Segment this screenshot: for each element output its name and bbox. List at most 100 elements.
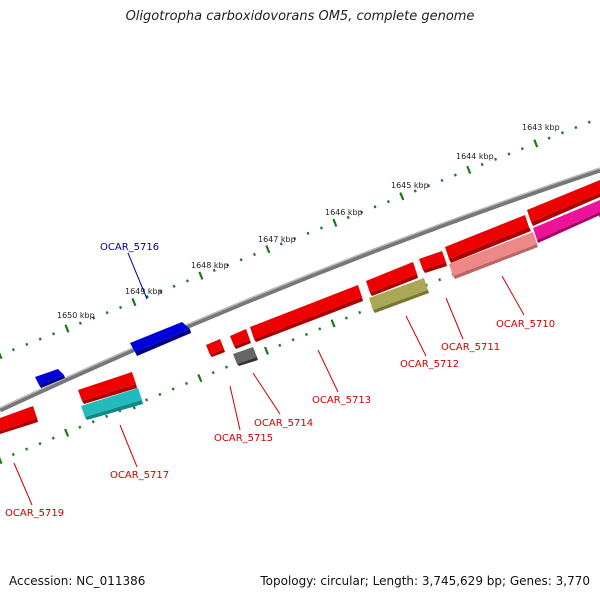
minor-tick	[184, 381, 189, 386]
gene-feature[interactable]	[366, 262, 417, 293]
gene-feature[interactable]	[230, 329, 250, 346]
minor-tick	[78, 321, 82, 325]
major-tick	[265, 245, 271, 254]
minor-tick	[52, 332, 56, 336]
gene-feature[interactable]	[206, 339, 224, 355]
minor-tick	[158, 392, 162, 397]
minor-tick	[278, 343, 282, 347]
gene-feature[interactable]	[130, 322, 190, 352]
leader-line	[405, 315, 427, 357]
gene-feature[interactable]	[0, 406, 37, 431]
major-tick	[533, 139, 539, 148]
minor-tick	[38, 441, 42, 446]
minor-tick	[211, 370, 215, 375]
minor-tick	[319, 226, 323, 230]
gene-feature-shadow	[531, 193, 600, 226]
minor-tick	[358, 310, 362, 315]
minor-tick	[304, 332, 308, 336]
minor-tick	[386, 199, 390, 204]
scale-label-1644: 1644 kbp	[456, 152, 494, 161]
reverse-genes	[81, 200, 600, 420]
gene-feature-shadow	[453, 244, 538, 279]
gene-label-ocar-5710: OCAR_5710	[496, 319, 555, 330]
minor-tick	[159, 289, 163, 294]
minor-tick	[185, 279, 190, 283]
minor-tick	[38, 337, 42, 341]
minor-tick	[360, 210, 364, 214]
gene-feature[interactable]	[369, 278, 428, 310]
minor-tick	[560, 131, 565, 135]
scale-label-1645: 1645 kbp	[391, 181, 429, 190]
gene-label-ocar-5715: OCAR_5715	[214, 433, 273, 444]
accession-text: Accession: NC_011386	[9, 574, 146, 588]
outer-tick-track	[0, 120, 591, 360]
gene-feature[interactable]	[533, 200, 600, 240]
gene-feature-shadow	[370, 274, 418, 296]
gene-feature-shadow	[537, 212, 600, 243]
minor-tick	[51, 436, 55, 440]
minor-tick	[427, 184, 431, 188]
minor-tick	[252, 252, 256, 257]
gene-feature[interactable]	[449, 232, 537, 276]
major-tick	[263, 346, 270, 355]
scale-label-1648: 1648 kbp	[191, 261, 229, 270]
gene-feature-shadow	[254, 297, 363, 342]
minor-tick	[212, 268, 216, 273]
major-tick	[197, 373, 203, 383]
minor-tick	[494, 157, 498, 161]
minor-tick	[344, 316, 348, 320]
major-tick	[399, 192, 405, 201]
leader-line	[119, 424, 138, 468]
minor-tick	[91, 420, 95, 424]
gene-label-ocar-5713: OCAR_5713	[312, 395, 371, 406]
gene-feature-shadow	[39, 375, 65, 388]
gene-feature-shadow	[234, 340, 251, 349]
gene-feature[interactable]	[35, 369, 64, 385]
minor-tick	[78, 425, 82, 429]
scale-label-1646: 1646 kbp	[325, 208, 363, 217]
gene-feature-shadow	[85, 400, 143, 420]
minor-tick	[373, 205, 377, 209]
leader-line	[317, 349, 339, 393]
gene-feature-shadow	[135, 329, 191, 356]
minor-tick	[480, 162, 484, 167]
scale-label-1643: 1643 kbp	[522, 123, 560, 132]
gene-label-ocar-5712: OCAR_5712	[400, 359, 459, 370]
genome-backbone-highlight	[0, 167, 600, 409]
gene-feature[interactable]	[445, 215, 529, 259]
gene-feature[interactable]	[78, 372, 136, 401]
gene-feature-shadow	[210, 349, 225, 357]
minor-tick	[226, 263, 230, 267]
forward-genes	[0, 180, 600, 434]
gene-feature[interactable]	[419, 251, 446, 270]
major-tick	[131, 297, 137, 307]
gene-feature-shadow	[423, 262, 447, 273]
gene-feature[interactable]	[81, 388, 142, 417]
minor-tick	[318, 327, 322, 331]
leader-line	[501, 275, 525, 316]
genome-backbone	[0, 167, 600, 413]
leader-line	[445, 297, 464, 340]
minor-tick	[224, 365, 229, 369]
minor-tick	[25, 342, 29, 347]
gene-feature-shadow	[373, 290, 429, 313]
minor-tick	[172, 284, 176, 288]
gene-feature[interactable]	[250, 285, 362, 339]
minor-tick	[507, 152, 511, 156]
major-tick	[332, 218, 338, 227]
minor-tick	[453, 173, 457, 177]
topology-text: Topology: circular; Length: 3,745,629 bp…	[260, 574, 590, 588]
major-tick	[198, 271, 204, 280]
major-tick	[466, 165, 472, 174]
minor-tick	[440, 178, 444, 182]
major-tick	[64, 428, 70, 437]
gene-feature[interactable]	[233, 347, 257, 364]
major-tick	[64, 324, 70, 333]
minor-tick	[438, 278, 442, 282]
minor-tick	[413, 189, 417, 193]
minor-tick	[92, 316, 96, 320]
gene-label-ocar-5716: OCAR_5716	[100, 242, 159, 253]
gene-feature[interactable]	[527, 180, 600, 222]
minor-tick	[25, 447, 29, 451]
